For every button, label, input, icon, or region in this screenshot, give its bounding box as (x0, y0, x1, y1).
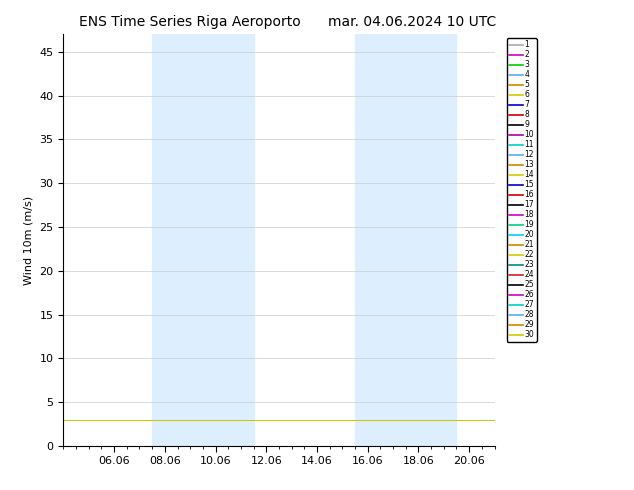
Text: ENS Time Series Riga Aeroporto: ENS Time Series Riga Aeroporto (79, 15, 301, 29)
Legend: 1, 2, 3, 4, 5, 6, 7, 8, 9, 10, 11, 12, 13, 14, 15, 16, 17, 18, 19, 20, 21, 22, 2: 1, 2, 3, 4, 5, 6, 7, 8, 9, 10, 11, 12, 1… (507, 38, 536, 342)
Text: mar. 04.06.2024 10 UTC: mar. 04.06.2024 10 UTC (328, 15, 496, 29)
Bar (152, 34, 203, 446)
Bar (406, 34, 456, 446)
Y-axis label: Wind 10m (m/s): Wind 10m (m/s) (24, 196, 34, 285)
Bar (203, 34, 254, 446)
Bar (355, 34, 406, 446)
